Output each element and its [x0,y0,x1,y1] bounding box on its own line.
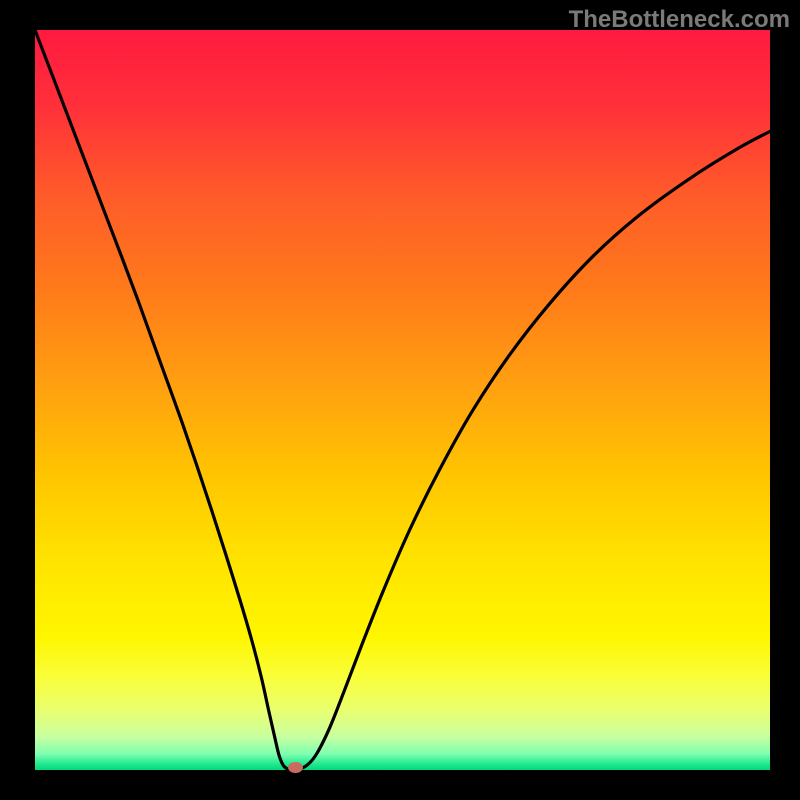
curve-path [35,30,770,770]
plot-area [35,30,770,770]
watermark-label: TheBottleneck.com [569,6,790,34]
optimal-marker [288,762,303,773]
bottleneck-curve [35,30,770,770]
